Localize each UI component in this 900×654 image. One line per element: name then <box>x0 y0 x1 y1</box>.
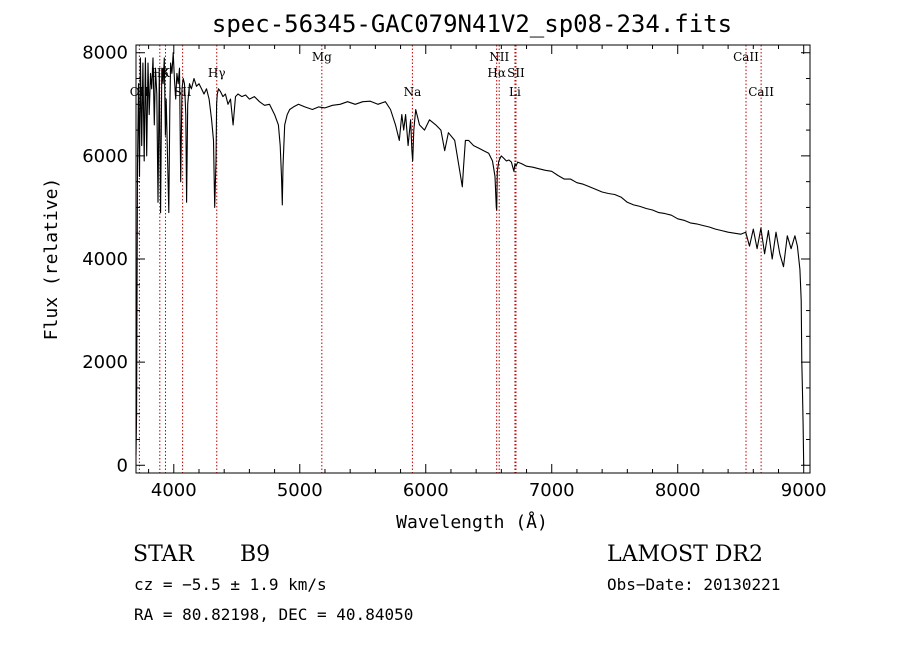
line-marker-label-10: Li <box>509 85 521 99</box>
line-marker-label-7: NII <box>489 50 509 64</box>
redshift-cz: cz = −5.5 ± 1.9 km/s <box>134 575 327 594</box>
x-tick-label-1: 5000 <box>277 480 323 501</box>
coordinates: RA = 80.82198, DEC = 40.84050 <box>134 605 413 624</box>
line-marker-label-0: OII <box>130 85 150 99</box>
y-axis-label: Flux (relative) <box>41 178 62 341</box>
y-tick-label-2: 4000 <box>82 249 128 270</box>
object-class: STAR <box>133 542 195 567</box>
line-marker-label-8: Hα <box>487 66 506 80</box>
obs-date: Obs−Date: 20130221 <box>607 575 780 594</box>
line-marker-label-4: Hγ <box>208 66 226 80</box>
subclass: B9 <box>240 542 270 567</box>
spectrum-line <box>135 52 805 466</box>
x-tick-label-5: 9000 <box>781 480 827 501</box>
x-tick-label-2: 6000 <box>403 480 449 501</box>
x-tick-label-0: 4000 <box>151 480 197 501</box>
chart-title: spec-56345-GAC079N41V2_sp08-234.fits <box>212 10 732 38</box>
x-axis-label: Wavelength (Å) <box>396 511 548 533</box>
line-marker-label-5: Mg <box>312 50 332 64</box>
y-tick-label-4: 8000 <box>82 43 128 64</box>
survey-name: LAMOST DR2 <box>607 542 763 567</box>
line-marker-label-3: SII <box>174 85 192 99</box>
line-marker-label-11: CaII <box>733 50 759 64</box>
line-marker-label-2: Hβ <box>151 66 168 80</box>
y-tick-label-0: 0 <box>117 455 128 476</box>
line-marker-label-9: SII <box>507 66 525 80</box>
x-tick-label-4: 8000 <box>655 480 701 501</box>
line-marker-label-6: Na <box>404 85 422 99</box>
line-marker-label-12: CaII <box>748 85 774 99</box>
x-tick-label-3: 7000 <box>529 480 575 501</box>
y-tick-label-3: 6000 <box>82 146 128 167</box>
plot-frame <box>135 44 811 474</box>
y-tick-label-1: 2000 <box>82 352 128 373</box>
line-marker-label-1: K <box>161 66 171 80</box>
